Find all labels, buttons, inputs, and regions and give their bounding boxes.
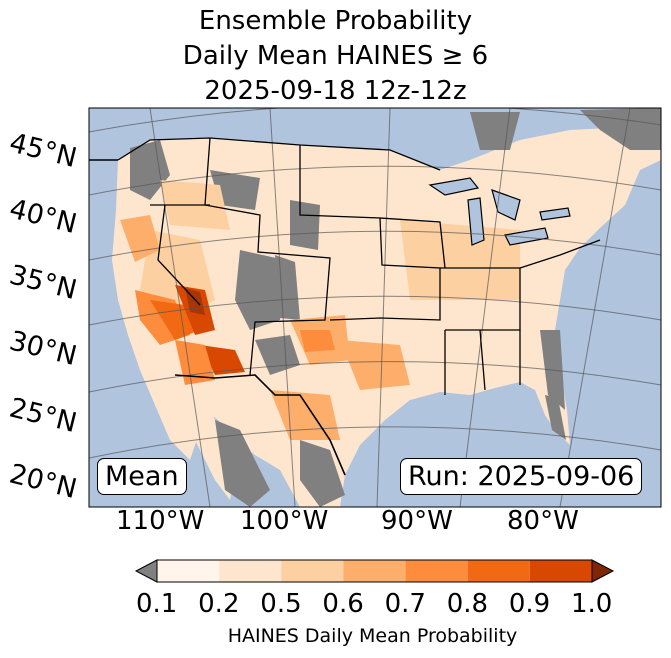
missing-data-patches [130,108,661,507]
lon-label-90: 90°W [381,506,453,536]
lon-label-100: 100°W [240,506,329,536]
colorbar-cell [343,560,406,582]
colorbar [134,559,615,583]
colorbar-cell [281,560,344,582]
lon-label-110: 110°W [116,506,205,536]
title-line-1: Ensemble Probability [198,6,473,36]
colorbar-over-arrow [591,559,615,583]
state-borders [117,137,601,395]
colorbar-tick-label: 0.7 [384,589,426,619]
colorbar-tick-label: 0.1 [136,589,178,619]
colorbar-label: HAINES Daily Mean Probability [227,625,518,647]
colorbar-cell [467,560,530,582]
baja-peninsula [175,375,235,500]
mean-box: Mean [97,458,187,495]
national-border [89,159,346,476]
colorbar-tick-label: 0.8 [446,589,489,619]
title-line-2: Daily Mean HAINES ≥ 6 [182,41,489,71]
probability-patches [120,180,520,440]
colorbar-cell [529,560,592,582]
colorbar-under-arrow [134,559,158,583]
colorbar-tick-label: 0.2 [198,589,240,619]
colorbar-tick-label: 0.9 [508,589,551,619]
colorbar-tick-label: 0.5 [260,589,302,619]
run-date-box: Run: 2025-09-06 [400,458,643,495]
lon-label-80: 80°W [507,506,579,536]
graticule [89,108,661,507]
colorbar-tick-label: 0.6 [322,589,364,619]
colorbar-cell [219,560,282,582]
land-mass [112,112,661,507]
map-frame [88,107,662,508]
title-line-3: 2025-09-18 12z-12z [204,76,467,106]
map-panel [89,108,661,507]
colorbar-tick-label: 1.0 [571,589,613,619]
colorbar-cell [157,560,220,582]
colorbar-cell [405,560,468,582]
